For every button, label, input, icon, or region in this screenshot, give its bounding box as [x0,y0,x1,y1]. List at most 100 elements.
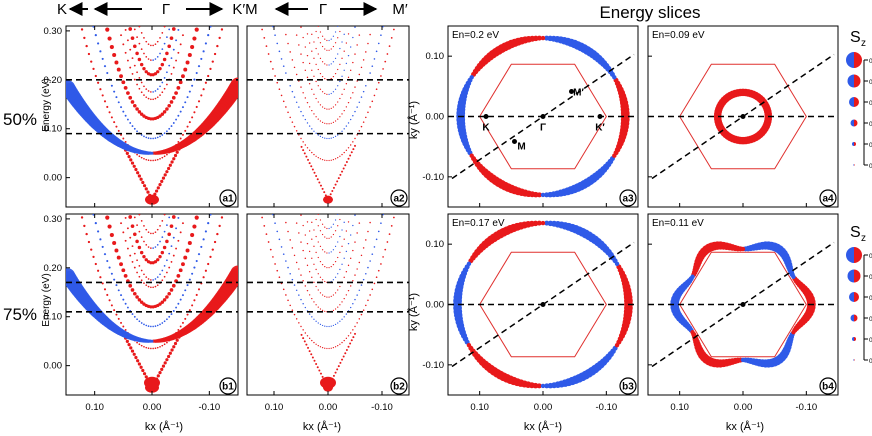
thick-band-point [66,268,76,284]
band-point [150,59,152,61]
band-point [285,106,287,108]
band-point [295,261,298,264]
band-point [358,261,361,264]
band-point [313,57,315,59]
cone-point [129,158,133,162]
band-point [358,34,361,36]
band-point [122,43,125,46]
cone-point [144,187,148,191]
band-point [308,250,311,253]
band-point [302,92,304,94]
band-point [87,240,91,244]
band-point [179,43,182,46]
band-point [302,61,304,64]
cone-point [167,354,171,359]
band-point [347,76,350,79]
sz-swatch-blue [849,97,854,107]
sz-swatch-red [854,337,856,341]
x-tick-label: 0.10 [670,402,689,413]
band-point [108,299,111,302]
band-point [285,33,287,36]
band-point [140,134,143,136]
band-point [345,42,348,44]
band-point [137,110,142,114]
band-point [220,28,224,31]
band-point [136,341,138,344]
band-point [311,257,313,259]
cone-bottom [323,195,333,204]
band-point [147,137,150,139]
band-point [347,242,350,245]
cone-point [307,158,310,161]
band-point [131,57,134,60]
band-point [287,42,289,45]
band-point [315,97,317,100]
band-point [343,316,345,318]
band-point [83,36,86,40]
band-point [293,125,296,128]
band-point [367,42,369,45]
slice-data [648,241,838,368]
band-point [139,250,144,255]
band-point [315,116,317,118]
band-point [343,50,345,52]
band-point [347,289,350,292]
band-point [339,235,341,238]
band-point [337,306,339,308]
band-point [187,52,192,58]
band-point [154,285,157,288]
cone-point [319,372,322,375]
panel-label-b3: b3 [622,382,634,393]
band-point [150,247,152,249]
band-point [311,316,313,318]
cone-point [303,340,306,343]
kx-label-b2: kx (Å⁻¹) [303,420,341,433]
y-tick-label: 0.10 [44,312,63,323]
band-point [122,137,125,140]
band-point [161,236,164,239]
cone-point [161,364,166,368]
band-point [103,253,107,256]
band-point [168,127,171,130]
band-point [349,144,352,146]
slice-data [448,220,638,389]
band-point [317,101,319,103]
band-point [315,30,317,33]
band-point [291,247,294,249]
band-point [317,256,319,259]
band-point [382,68,384,70]
band-point [304,46,307,48]
band-point [161,344,164,347]
band-point [150,232,152,235]
band-point [319,292,322,294]
band-point [315,132,317,134]
x-tick-label: -0.10 [796,402,818,413]
band-point [345,230,348,232]
band-point [108,111,111,114]
band-point [172,122,175,124]
y-tick-label: 0.00 [44,173,63,184]
band-point [92,26,95,28]
band-point [158,66,162,71]
band-point [152,44,154,47]
band-point [115,125,118,128]
band-point [341,93,343,95]
sz-swatch-red [854,359,855,361]
band-point [356,80,358,82]
band-point [306,242,309,245]
band-point [341,301,343,303]
band-point [328,237,330,239]
band-point [185,60,190,65]
band-point [171,95,176,100]
band-point [170,73,173,75]
band-point [97,230,100,233]
band-point [172,236,175,239]
band-point [133,103,137,108]
band-point [349,306,352,309]
band-point [124,328,127,331]
sz-value: 0.1 [869,142,872,149]
band-point [347,33,350,35]
band-point [160,62,165,67]
cone-point [347,345,350,348]
gamma-dot [740,114,746,119]
